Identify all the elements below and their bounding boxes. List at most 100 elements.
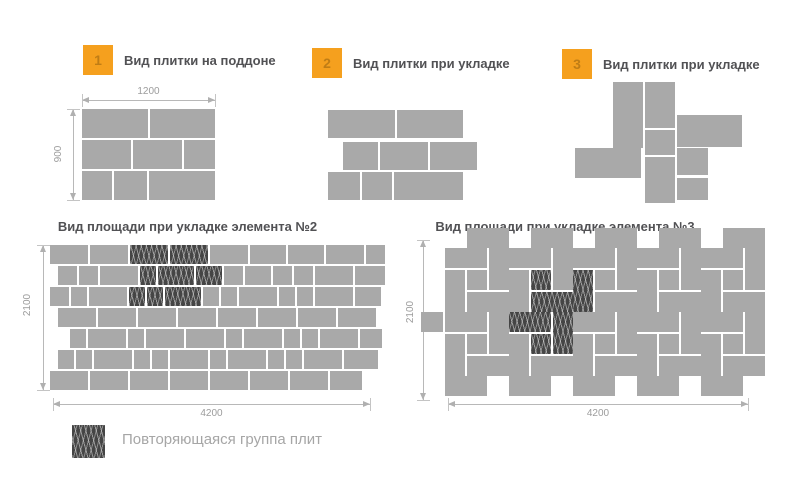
tile-hatched xyxy=(531,292,573,312)
tile xyxy=(50,371,88,390)
panel-2-label: Вид плитки при укладке xyxy=(353,55,510,71)
tile xyxy=(290,371,328,390)
tile xyxy=(71,287,87,306)
tile xyxy=(659,292,701,312)
tile xyxy=(138,308,176,327)
tile xyxy=(58,308,96,327)
dim-tick xyxy=(448,398,449,411)
tile xyxy=(701,248,743,268)
tile xyxy=(328,110,395,138)
tile xyxy=(509,270,529,312)
tile-hatched xyxy=(573,270,593,312)
tile xyxy=(279,287,295,306)
tile xyxy=(146,329,184,348)
tile xyxy=(284,329,300,348)
tile xyxy=(79,266,98,285)
tile xyxy=(637,248,679,268)
tile xyxy=(617,248,637,290)
tile xyxy=(288,245,324,264)
tile xyxy=(575,148,641,178)
tile xyxy=(723,270,743,290)
tile xyxy=(573,312,615,332)
tile xyxy=(226,329,242,348)
tile xyxy=(244,329,282,348)
tile xyxy=(701,312,743,332)
dim-label-field2-height: 2100 xyxy=(22,293,33,317)
tile xyxy=(326,245,364,264)
tile xyxy=(98,308,136,327)
tile xyxy=(178,308,216,327)
tile xyxy=(239,287,277,306)
tile xyxy=(397,110,463,138)
dim-line-field2-width xyxy=(53,401,370,407)
tile-hatched xyxy=(196,266,222,285)
tile xyxy=(380,142,428,170)
tile xyxy=(681,312,701,354)
tile xyxy=(421,312,443,332)
tile xyxy=(304,350,342,369)
tile xyxy=(82,140,131,169)
tile-hatched xyxy=(129,287,145,306)
tile-hatched xyxy=(165,287,201,306)
tile xyxy=(595,334,615,354)
tile xyxy=(553,248,573,290)
panel-2-badge: 2 xyxy=(312,48,342,78)
dim-label-pallet-height: 900 xyxy=(53,145,64,163)
tile xyxy=(302,329,318,348)
tile xyxy=(489,248,509,290)
tile xyxy=(89,287,127,306)
tile xyxy=(245,266,271,285)
tile xyxy=(645,82,675,128)
tile xyxy=(659,334,679,354)
dim-label-field3-height: 2100 xyxy=(405,300,416,324)
tile xyxy=(58,350,74,369)
tile xyxy=(221,287,237,306)
dim-tick xyxy=(417,400,430,401)
tile xyxy=(250,245,286,264)
dim-tick xyxy=(37,245,50,246)
tile xyxy=(467,228,509,248)
tile xyxy=(659,356,701,376)
tile xyxy=(82,109,148,138)
tile xyxy=(224,266,243,285)
tile xyxy=(170,350,208,369)
tile xyxy=(297,287,313,306)
tile xyxy=(70,329,86,348)
tile-hatched xyxy=(531,270,551,290)
tile xyxy=(328,172,360,200)
tile xyxy=(149,171,215,200)
tile xyxy=(58,266,77,285)
tile xyxy=(531,356,573,376)
tile-hatched xyxy=(147,287,163,306)
tile xyxy=(573,248,615,268)
tile xyxy=(659,228,701,248)
tile xyxy=(355,287,381,306)
tile xyxy=(394,172,463,200)
field2-title: Вид площади при укладке элемента №2 xyxy=(57,219,318,234)
tile xyxy=(467,292,509,312)
tile xyxy=(677,178,708,200)
tile xyxy=(445,312,487,332)
legend-hatch-swatch xyxy=(72,425,105,458)
tile xyxy=(573,334,593,376)
dim-tick xyxy=(370,398,371,411)
dim-label-field3-width: 4200 xyxy=(586,408,610,419)
tile xyxy=(315,266,353,285)
legend-label: Повторяющаяся группа плит xyxy=(122,431,322,448)
tile xyxy=(595,356,637,376)
panel-1-label: Вид плитки на поддоне xyxy=(124,52,276,68)
tile xyxy=(681,248,701,290)
dim-line-field2-height xyxy=(40,245,46,390)
tile xyxy=(186,329,224,348)
dim-tick xyxy=(37,390,50,391)
tile xyxy=(330,371,362,390)
tile xyxy=(445,376,487,396)
tile xyxy=(128,329,144,348)
tile xyxy=(595,228,637,248)
panel-1-header: 1 Вид плитки на поддоне xyxy=(83,45,276,75)
tile xyxy=(362,172,392,200)
tile-hatched xyxy=(509,312,551,332)
panel-3-badge: 3 xyxy=(562,49,592,79)
tile xyxy=(637,376,679,396)
